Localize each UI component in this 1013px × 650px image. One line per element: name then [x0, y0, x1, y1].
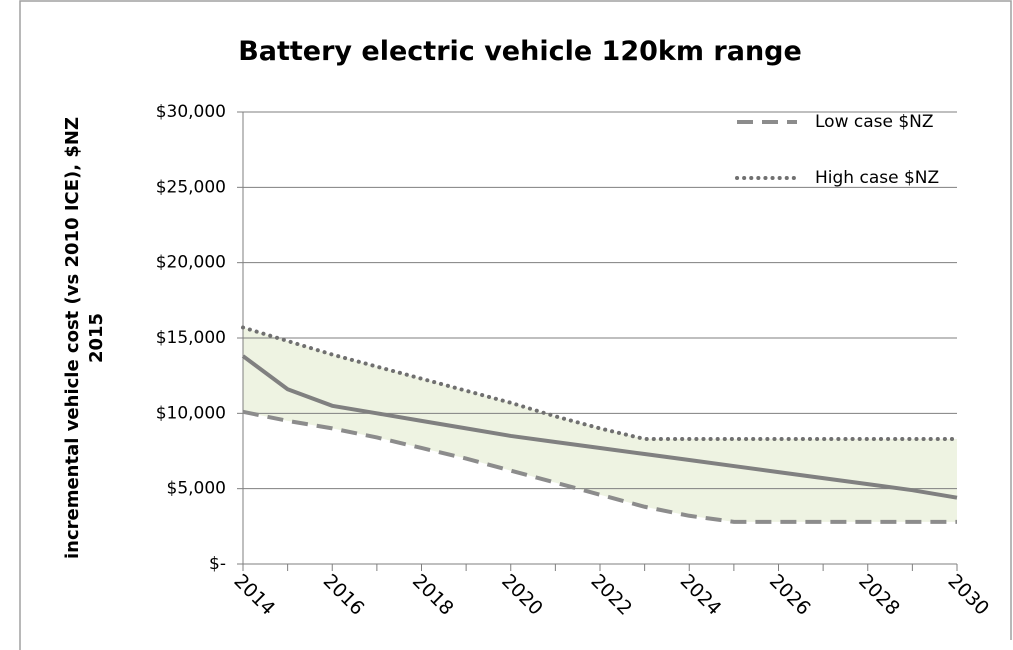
- x-tick-label: 2016: [319, 570, 369, 620]
- x-tick-label: 2024: [676, 570, 726, 620]
- x-tick-label: 2022: [586, 570, 636, 620]
- y-tick-label: $25,000: [156, 177, 226, 197]
- series-line: [241, 354, 958, 500]
- legend-label: Low case $NZ: [815, 112, 934, 132]
- series-line: [241, 325, 959, 441]
- x-tick-label: 2018: [408, 570, 458, 620]
- y-tick-label: $30,000: [156, 102, 226, 122]
- y-axis-label: incremental vehicle cost (vs 2010 ICE), …: [62, 117, 107, 559]
- series-line: [242, 409, 957, 524]
- y-label-line: incremental vehicle cost (vs 2010 ICE), …: [62, 117, 83, 559]
- x-tick-label: 2020: [497, 570, 547, 620]
- x-tick-label: 2028: [854, 570, 904, 620]
- x-tick-label: 2026: [765, 570, 815, 620]
- y-label-line: 2015: [86, 313, 107, 363]
- y-tick-label: $15,000: [156, 328, 226, 348]
- frame: [19, 0, 1012, 650]
- y-tick-label: $10,000: [156, 403, 226, 423]
- y-tick-label: $-: [209, 554, 226, 574]
- chart-title: Battery electric vehicle 120km range: [238, 36, 802, 67]
- y-tick-label: $5,000: [167, 479, 226, 499]
- x-tick-label: 2014: [229, 570, 279, 620]
- x-tick-label: 2030: [943, 570, 993, 620]
- legend-label: High case $NZ: [815, 168, 939, 188]
- y-tick-label: $20,000: [156, 253, 226, 273]
- range-band: [243, 327, 957, 522]
